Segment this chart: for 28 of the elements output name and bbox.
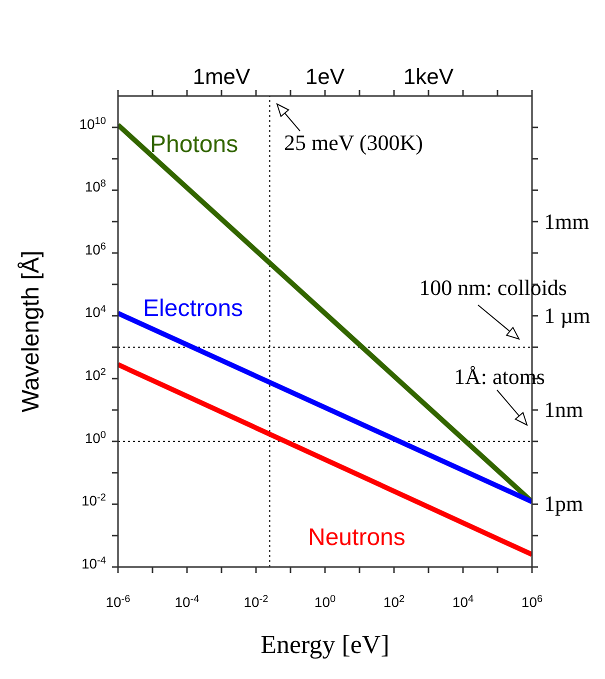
y-tick-label: 10$^{-4}$	[81, 554, 106, 572]
x-tick-label: 10$^{0}$	[314, 594, 336, 610]
y-tick-label: 10$^{6}$	[84, 240, 106, 258]
series-label: Electrons	[143, 295, 244, 322]
y-tick-label: 10$^{2}$	[84, 366, 106, 383]
text: 1eV	[305, 64, 345, 89]
y-tick-label: 10$^{4}$	[84, 304, 106, 320]
x-tick-label: 10$^{2}$	[383, 594, 405, 610]
text: 1 µm	[544, 303, 590, 328]
x-tick-label: 10$^{-4}$	[174, 594, 200, 610]
y-tick-label: 10$^{-2}$	[81, 492, 106, 509]
text: 1nm	[544, 397, 584, 422]
x-tick-label: 10$^{-6}$	[106, 594, 131, 610]
ref-line-label: 25 meV (300K)	[284, 130, 423, 155]
text: 1pm	[544, 491, 584, 516]
x-tick-label: 10$^{-2}$	[244, 594, 269, 610]
y-tick-label: 10$^{8}$	[84, 178, 106, 195]
x-tick-label: 10$^{4}$	[452, 594, 474, 610]
series-label: Neutrons	[308, 524, 406, 551]
y-tick-label: 10$^{10}$	[79, 115, 106, 132]
text: 1mm	[544, 209, 590, 234]
text: 1meV	[192, 64, 251, 89]
series-label: Photons	[150, 131, 238, 158]
y-tick-label: 10$^{0}$	[84, 429, 106, 446]
x-tick-label: 10$^{6}$	[521, 594, 543, 610]
text: 1keV	[403, 64, 454, 89]
x-axis-title: Energy [eV]	[260, 630, 390, 659]
y-axis-title: Wavelength [Å]	[18, 250, 45, 412]
